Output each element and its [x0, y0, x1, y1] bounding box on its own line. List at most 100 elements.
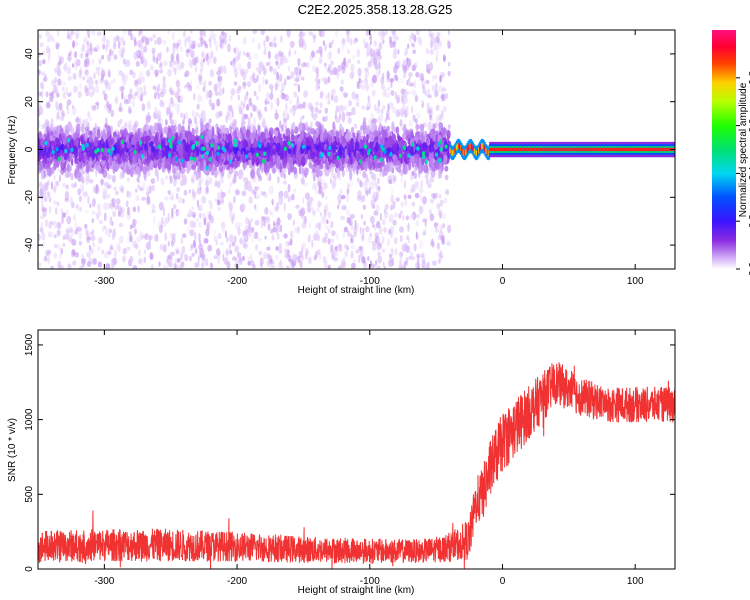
- heatmap-cell: [135, 188, 138, 193]
- heatmap-cell: [402, 263, 406, 269]
- heatmap-cell: [105, 82, 109, 90]
- heatmap-cell: [313, 176, 316, 182]
- heatmap-cell: [195, 248, 198, 255]
- heatmap-cell: [258, 250, 263, 256]
- heatmap-cell: [71, 63, 75, 68]
- heatmap-cell: [180, 250, 185, 257]
- heatmap-cell: [403, 88, 408, 98]
- heatmap-cell: [155, 72, 159, 78]
- heatmap-cell: [331, 238, 334, 243]
- heatmap-cell: [289, 258, 293, 264]
- heatmap-cell: [216, 180, 221, 189]
- heatmap-cell: [342, 38, 345, 43]
- heatmap-cell: [298, 68, 302, 76]
- heatmap-cell: [90, 246, 94, 255]
- heatmap-cell: [357, 254, 361, 264]
- heatmap-cell: [407, 194, 412, 199]
- heatmap-cell: [262, 76, 265, 85]
- heatmap-cell: [346, 216, 351, 224]
- heatmap-cell: [183, 189, 188, 196]
- heatmap-cell: [415, 262, 420, 269]
- heatmap-cell: [48, 221, 53, 229]
- heatmap-cell: [284, 253, 289, 259]
- heatmap-cell: [301, 222, 307, 229]
- heatmap-cell: [330, 129, 335, 139]
- heatmap-cell: [38, 103, 42, 109]
- heatmap-cell: [314, 186, 318, 196]
- heatmap-cell: [366, 132, 369, 142]
- heatmap-cell: [111, 232, 116, 241]
- heatmap-cell: [345, 61, 349, 69]
- heatmap-cell: [269, 228, 274, 234]
- heatmap-cell: [208, 81, 213, 86]
- heatmap-cell: [57, 260, 62, 269]
- heatmap-cell: [276, 71, 280, 81]
- heatmap-cell: [290, 70, 294, 80]
- heatmap-cell: [447, 40, 452, 49]
- heatmap-cell: [101, 249, 105, 255]
- heatmap-cell: [419, 73, 425, 81]
- heatmap-cell: [214, 179, 218, 187]
- heatmap-cell: [276, 217, 281, 225]
- spectrogram-heatmap: [38, 30, 675, 269]
- heatmap-cell: [369, 232, 372, 237]
- heatmap-cell: [143, 249, 147, 255]
- heatmap-cell: [274, 254, 280, 261]
- heatmap-cell: [171, 241, 174, 247]
- heatmap-cell: [439, 75, 442, 83]
- heatmap-cell: [427, 94, 432, 99]
- heatmap-cell: [260, 190, 263, 196]
- heatmap-cell: [302, 196, 305, 204]
- heatmap-cell: [286, 113, 290, 121]
- heatmap-cell: [119, 171, 122, 180]
- heatmap-cell: [424, 90, 428, 96]
- heatmap-cell: [415, 30, 421, 36]
- heatmap-cell: [327, 264, 331, 269]
- heatmap-cell: [143, 45, 148, 53]
- heatmap-cell: [193, 222, 197, 228]
- heatmap-cell: [223, 127, 228, 134]
- heatmap-cell: [392, 200, 396, 210]
- heatmap-cell: [369, 58, 372, 65]
- heatmap-cell: [168, 260, 173, 268]
- heatmap-cell: [65, 87, 69, 96]
- heatmap-cell: [374, 104, 377, 112]
- heatmap-cell: [362, 204, 366, 210]
- heatmap-cell: [229, 234, 234, 243]
- heatmap-cell: [379, 172, 382, 177]
- heatmap-cell: [56, 93, 60, 98]
- heatmap-cell: [127, 236, 130, 244]
- heatmap-cell: [254, 191, 257, 199]
- heatmap-cell: [202, 80, 207, 90]
- heatmap-cell: [149, 185, 152, 194]
- heatmap-cell: [41, 204, 44, 213]
- heatmap-cell: [256, 74, 259, 82]
- heatmap-cell: [384, 266, 387, 269]
- heatmap-cell: [243, 96, 246, 105]
- heatmap-cell: [441, 87, 447, 92]
- heatmap-cell: [70, 172, 74, 181]
- heatmap-cell: [213, 36, 216, 46]
- heatmap-cell: [67, 53, 72, 62]
- heatmap-cell: [421, 205, 424, 214]
- heatmap-cell: [307, 234, 311, 243]
- heatmap-cell: [216, 248, 221, 256]
- heatmap-cell: [437, 209, 443, 217]
- heatmap-cell: [185, 48, 191, 53]
- heatmap-cell: [210, 262, 213, 268]
- heatmap-cell: [416, 256, 420, 266]
- heatmap-cell: [180, 261, 185, 268]
- heatmap-cell: [347, 58, 352, 64]
- heatmap-cell: [86, 236, 92, 241]
- heatmap-cell: [156, 56, 158, 65]
- heatmap-cell: [349, 179, 354, 188]
- heatmap-cell: [62, 235, 66, 240]
- heatmap-cell: [370, 60, 374, 67]
- heatmap-cell: [268, 173, 272, 182]
- heatmap-cell: [344, 243, 348, 250]
- heatmap-cell: [434, 35, 440, 44]
- heatmap-cell: [86, 233, 90, 238]
- heatmap-cell: [209, 177, 213, 185]
- heatmap-cell: [81, 169, 87, 175]
- heatmap-cell: [103, 251, 109, 259]
